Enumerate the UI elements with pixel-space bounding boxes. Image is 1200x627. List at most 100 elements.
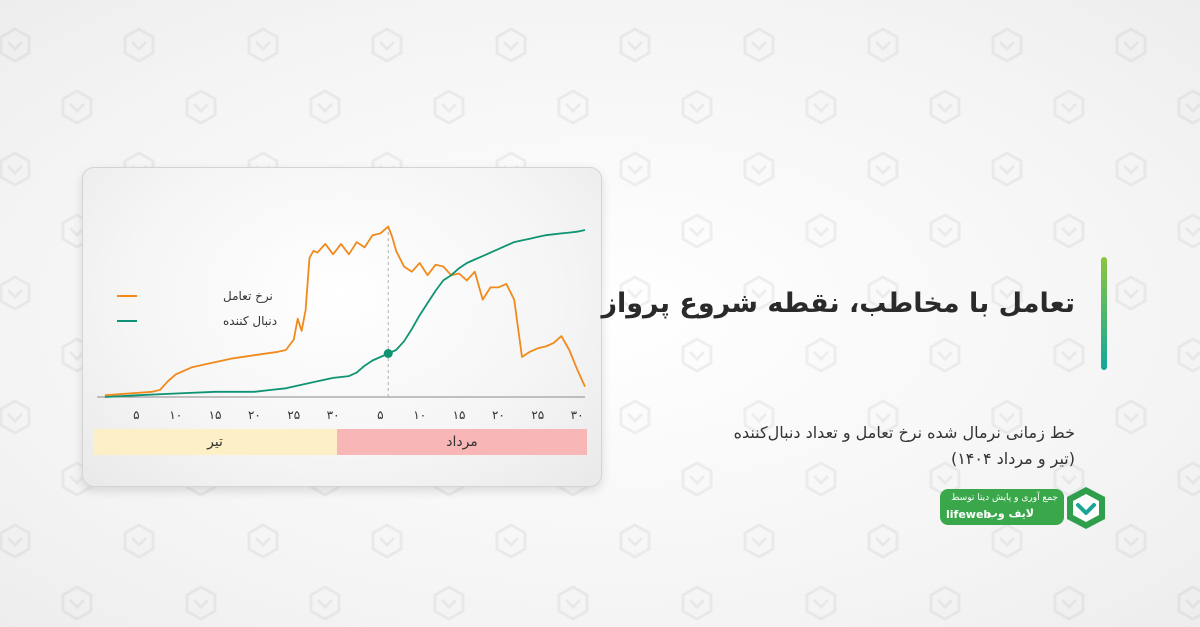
bg-hex-icon <box>1115 523 1147 559</box>
bg-hex-icon <box>867 151 899 187</box>
line-chart: ۵ ۱۰ ۱۵ ۲۰ ۲۵ ۳۰ ۵ ۱۰ ۱۵ ۲۰ ۲۵ ۳۰ نرخ تعامل دنبال کنن… <box>97 225 586 422</box>
x-tick-label: ۲۵ <box>287 408 300 422</box>
bg-hex-icon <box>743 275 775 311</box>
bg-hex-icon <box>1177 89 1200 125</box>
bg-hex-icon <box>495 523 527 559</box>
credit-text: جمع آوری و پایش دیتا توسط <box>951 493 1058 503</box>
bg-hex-icon <box>0 275 31 311</box>
bg-hex-icon <box>681 461 713 497</box>
bg-hex-icon <box>1053 89 1085 125</box>
bg-hex-icon <box>991 275 1023 311</box>
bg-hex-icon <box>805 461 837 497</box>
bg-hex-icon <box>743 27 775 63</box>
bg-hex-icon <box>867 399 899 435</box>
bg-hex-icon <box>681 213 713 249</box>
bg-hex-icon <box>61 585 93 621</box>
bg-hex-icon <box>0 151 31 187</box>
bg-hex-icon <box>619 151 651 187</box>
bg-hex-icon <box>185 89 217 125</box>
bg-hex-icon <box>0 399 31 435</box>
bg-hex-icon <box>185 585 217 621</box>
x-tick-label: ۲۵ <box>531 408 544 422</box>
bg-hex-icon <box>0 523 31 559</box>
bg-hex-icon <box>991 27 1023 63</box>
legend-engagement-label: نرخ تعامل <box>223 289 273 304</box>
bg-hex-icon <box>681 337 713 373</box>
bg-hex-icon <box>681 89 713 125</box>
bg-hex-icon <box>1177 213 1200 249</box>
bg-hex-icon <box>557 585 589 621</box>
bg-hex-icon <box>1115 151 1147 187</box>
bg-hex-icon <box>1053 213 1085 249</box>
bg-hex-icon <box>867 523 899 559</box>
subtitle-line-2: (تیر و مرداد ۱۴۰۴) <box>950 449 1075 468</box>
x-tick-label: ۱۵ <box>209 408 222 422</box>
bg-hex-icon <box>123 523 155 559</box>
bg-hex-icon <box>433 585 465 621</box>
bg-hex-icon <box>929 585 961 621</box>
bg-hex-icon <box>1177 461 1200 497</box>
bg-hex-icon <box>1115 27 1147 63</box>
bg-hex-icon <box>991 399 1023 435</box>
bg-hex-icon <box>495 27 527 63</box>
x-tick-label: ۳۰ <box>571 408 584 422</box>
page-title: تعامل با مخاطب، نقطه شروع پرواز <box>601 288 1075 319</box>
bg-hex-icon <box>681 585 713 621</box>
bg-hex-icon <box>1115 275 1147 311</box>
x-tick-label: ۲۰ <box>248 408 261 422</box>
bg-hex-icon <box>929 89 961 125</box>
subtitle: خط زمانی نرمال شده نرخ تعامل و تعداد دنب… <box>595 420 1075 472</box>
bg-hex-icon <box>247 523 279 559</box>
bg-hex-icon <box>991 151 1023 187</box>
month-band-tir: تیر <box>93 429 338 455</box>
x-tick-label: ۱۵ <box>453 408 466 422</box>
bg-hex-icon <box>619 27 651 63</box>
bg-hex-icon <box>309 89 341 125</box>
followers-series-line <box>104 229 586 398</box>
x-tick-label: ۲۰ <box>492 408 505 422</box>
bg-hex-icon <box>805 337 837 373</box>
bg-hex-icon <box>371 523 403 559</box>
bg-hex-icon <box>991 523 1023 559</box>
credit-badge: جمع آوری و پایش دیتا توسط لایف وب lifewe… <box>940 489 1064 525</box>
bg-hex-icon <box>619 399 651 435</box>
bg-hex-icon <box>1053 461 1085 497</box>
subtitle-line-1: خط زمانی نرمال شده نرخ تعامل و تعداد دنب… <box>733 423 1075 442</box>
bg-hex-icon <box>247 27 279 63</box>
bg-hex-icon <box>805 89 837 125</box>
bg-hex-icon <box>1053 585 1085 621</box>
bg-hex-icon <box>929 213 961 249</box>
bg-hex-icon <box>309 585 341 621</box>
bg-hex-icon <box>61 89 93 125</box>
x-tick-label: ۱۰ <box>413 408 426 422</box>
bg-hex-icon <box>929 337 961 373</box>
accent-bar <box>1101 257 1107 370</box>
bg-hex-icon <box>1177 585 1200 621</box>
engagement-series-line <box>104 225 586 397</box>
x-tick-label: ۳۰ <box>327 408 340 422</box>
bg-hex-icon <box>867 275 899 311</box>
bg-hex-icon <box>805 585 837 621</box>
bg-hex-icon <box>743 399 775 435</box>
x-tick-label: ۱۰ <box>169 408 182 422</box>
bg-hex-icon <box>1053 337 1085 373</box>
chart-card: ۵ ۱۰ ۱۵ ۲۰ ۲۵ ۳۰ ۵ ۱۰ ۱۵ ۲۰ ۲۵ ۳۰ نرخ تعامل دنبال کنن… <box>82 167 602 487</box>
bg-hex-icon <box>0 27 31 63</box>
month-band-mordad: مرداد <box>337 429 587 455</box>
brand-name-fa: لایف وب <box>986 507 1034 520</box>
bg-hex-icon <box>743 523 775 559</box>
bg-hex-icon <box>619 275 651 311</box>
legend-followers-label: دنبال کننده <box>223 314 277 328</box>
brand-name-en: lifeweb <box>946 508 992 521</box>
lifeweb-logo-icon <box>1067 487 1105 529</box>
bg-hex-icon <box>123 27 155 63</box>
bg-hex-icon <box>371 27 403 63</box>
bg-hex-icon <box>1177 337 1200 373</box>
bg-hex-icon <box>557 89 589 125</box>
follower-marker-point <box>383 349 393 358</box>
bg-hex-icon <box>805 213 837 249</box>
x-tick-label: ۵ <box>377 408 383 422</box>
bg-hex-icon <box>743 151 775 187</box>
bg-hex-icon <box>867 27 899 63</box>
bg-hex-icon <box>1115 399 1147 435</box>
